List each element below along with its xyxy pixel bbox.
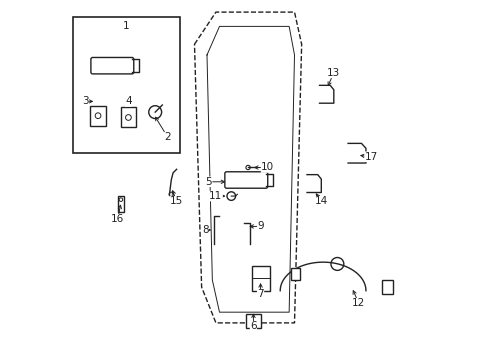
Text: 10: 10 [261,162,274,172]
Text: 7: 7 [257,289,264,299]
Bar [246,314,260,328]
Text: 14: 14 [314,197,327,206]
Bar [73,18,180,153]
Text: 11: 11 [209,191,222,201]
Bar [90,106,106,126]
Text: 13: 13 [326,68,340,78]
Text: 16: 16 [111,214,124,224]
Text: 4: 4 [125,96,131,107]
Bar [118,196,124,212]
Text: 6: 6 [249,321,256,332]
Text: 12: 12 [351,298,365,308]
Bar [121,108,136,127]
Text: 3: 3 [82,96,89,107]
Text: 1: 1 [123,21,130,31]
Text: 17: 17 [364,152,377,162]
Bar [290,267,299,280]
Text: 15: 15 [170,197,183,206]
Text: 5: 5 [205,177,212,187]
Text: 8: 8 [202,225,208,235]
Bar [251,266,269,291]
Text: 2: 2 [164,132,171,142]
Bar [381,280,392,294]
FancyBboxPatch shape [224,172,267,188]
FancyBboxPatch shape [91,58,134,74]
Text: 9: 9 [257,221,264,231]
